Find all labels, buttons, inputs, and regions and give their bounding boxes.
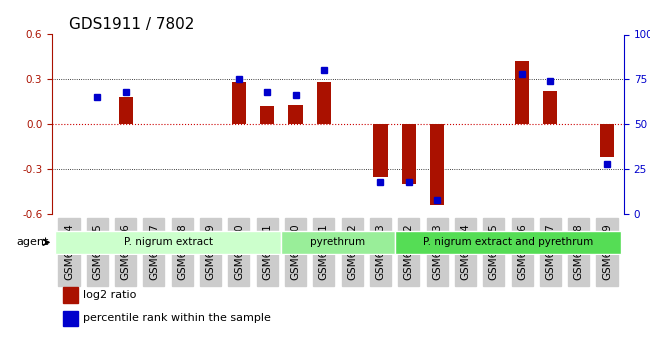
Bar (118, 97, 133, 124)
Bar (232, 82, 246, 124)
Bar (600, 124, 614, 157)
Text: log2 ratio: log2 ratio (83, 290, 137, 300)
Text: GDS1911 / 7802: GDS1911 / 7802 (69, 17, 194, 32)
Bar (64, 310, 78, 326)
Text: pyrethrum: pyrethrum (311, 237, 365, 247)
Text: P. nigrum extract and pyrethrum: P. nigrum extract and pyrethrum (422, 237, 593, 247)
FancyBboxPatch shape (395, 231, 621, 254)
Bar (543, 91, 558, 124)
Text: agent: agent (17, 237, 49, 247)
Bar (515, 61, 529, 124)
Bar (64, 287, 78, 303)
FancyBboxPatch shape (55, 231, 281, 254)
Text: percentile rank within the sample: percentile rank within the sample (83, 313, 271, 323)
Bar (260, 106, 274, 124)
Bar (317, 82, 331, 124)
FancyBboxPatch shape (281, 231, 395, 254)
Bar (373, 124, 387, 177)
Bar (402, 124, 416, 184)
Bar (289, 105, 303, 124)
Text: P. nigrum extract: P. nigrum extract (124, 237, 213, 247)
Bar (430, 124, 444, 205)
